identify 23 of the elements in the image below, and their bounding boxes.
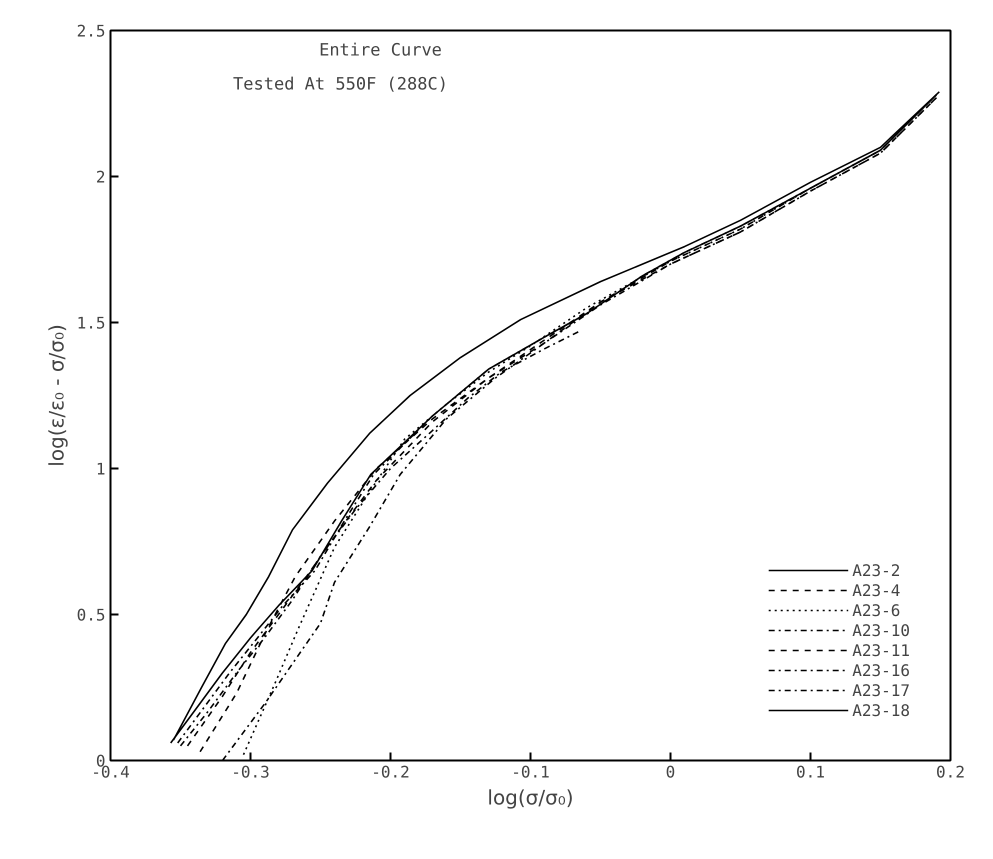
x-tick-label: 0 (666, 762, 676, 782)
y-tick-label: 1.5 (76, 314, 106, 332)
x-tick-label: 0.1 (796, 762, 825, 782)
annotation: Entire Curve (319, 40, 442, 60)
y-tick-label: 2 (96, 168, 106, 186)
y-tick-label: 2.5 (76, 22, 106, 40)
y-tick-label: 0.5 (76, 606, 106, 624)
x-tick-label: 0.2 (936, 762, 965, 782)
legend-label: A23-16 (852, 660, 910, 680)
y-tick-label: 1 (96, 460, 106, 478)
legend-label: A23-4 (852, 580, 900, 600)
x-tick-label: -0.3 (231, 762, 270, 782)
legend-label: A23-18 (852, 700, 910, 720)
x-tick-label: -0.2 (371, 762, 410, 782)
legend-label: A23-11 (852, 640, 910, 660)
x-tick-label: -0.1 (511, 762, 550, 782)
legend-label: A23-2 (852, 560, 900, 580)
legend-label: A23-17 (852, 680, 910, 700)
annotation: Tested At 550F (288C) (233, 74, 448, 94)
x-axis-title: log(σ/σ₀) (487, 786, 574, 810)
y-axis-title: log(ε/ε₀ - σ/σ₀) (44, 324, 69, 467)
legend-label: A23-6 (852, 600, 900, 620)
legend-label: A23-10 (852, 620, 910, 640)
